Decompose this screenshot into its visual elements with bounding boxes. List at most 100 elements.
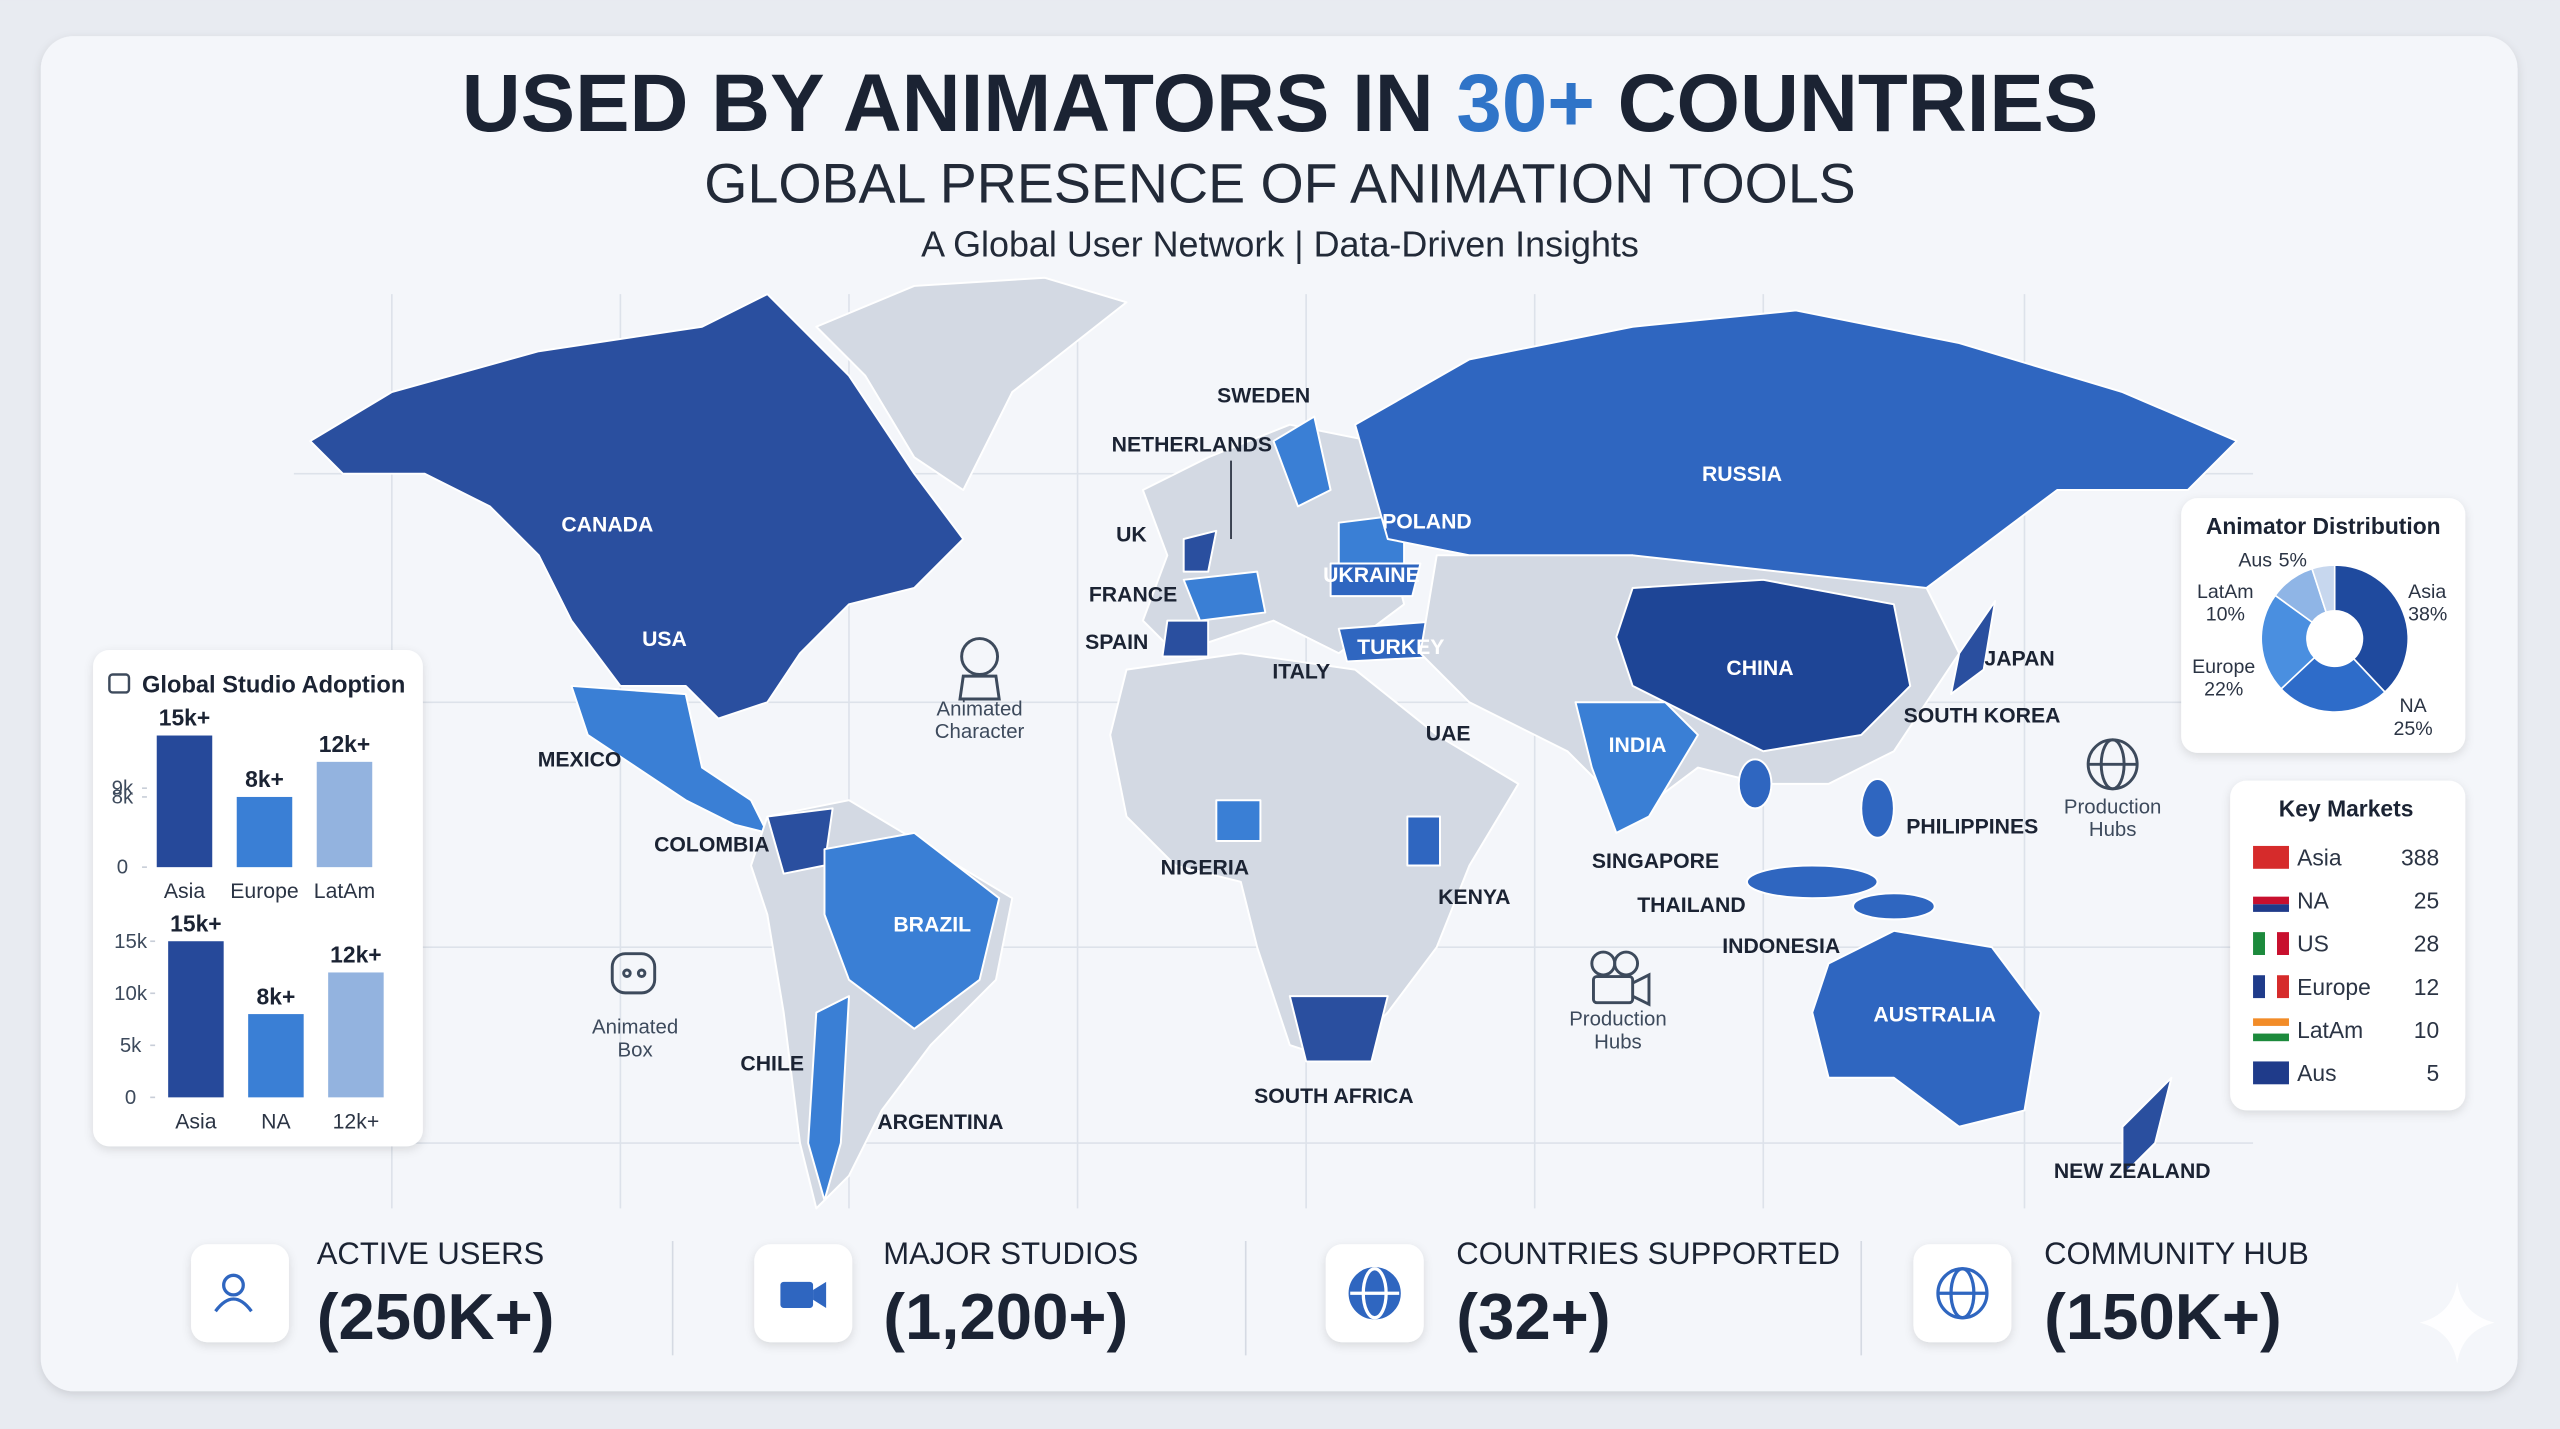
flag [2253, 889, 2289, 897]
stat-value: (150K+) [2044, 1280, 2282, 1353]
icon-label: Hubs [2089, 819, 2137, 841]
market-name: LatAm [2297, 1017, 2363, 1043]
map-label: COLOMBIA [654, 834, 770, 857]
flag [2253, 904, 2289, 912]
map-label: INDIA [1609, 734, 1667, 757]
market-value: 28 [2414, 931, 2439, 957]
map-label: ITALY [1272, 660, 1330, 683]
map-label: UKRAINE [1323, 564, 1420, 587]
map-label: ARGENTINA [877, 1111, 1003, 1134]
slice-label: NA 25% [2393, 695, 2432, 740]
map-label: POLAND [1382, 510, 1472, 533]
flag [2253, 1061, 2289, 1085]
map-label: NETHERLANDS [1112, 434, 1272, 457]
stat-value: (32+) [1456, 1280, 1610, 1353]
slice-value: 22% [2204, 679, 2243, 701]
flag [2253, 932, 2266, 955]
slice-value: 5% [2279, 550, 2307, 572]
icon-label: Animated [592, 1017, 678, 1039]
slice-label: Aus 5% [2238, 550, 2307, 572]
market-name: NA [2297, 888, 2329, 914]
stat-icon [813, 1281, 827, 1308]
x-tick-label: Asia [175, 1110, 216, 1133]
stat-icon [214, 1297, 253, 1313]
market-value: 388 [2401, 845, 2439, 871]
market-name: US [2297, 931, 2329, 957]
map-label: SINGAPORE [1592, 850, 1719, 873]
map-label: USA [642, 628, 687, 651]
map-labels: CANADA USA MEXICO COLOMBIA BRAZIL CHILE ARGENT… [538, 385, 2211, 1184]
panel [2181, 498, 2466, 753]
slice-label: Asia 38% [2408, 581, 2447, 626]
flag [2265, 932, 2278, 955]
title: USED BY ANIMATORS IN 30+ COUNTRIES [462, 58, 2099, 149]
y-tick-label: 0 [117, 857, 128, 879]
title-highlight: 30+ [1456, 58, 1594, 149]
map-label: CHILE [740, 1052, 804, 1075]
slice-name: NA [2399, 695, 2427, 717]
subtitle: GLOBAL PRESENCE OF ANIMATION TOOLS [704, 153, 1855, 215]
flag [2253, 1025, 2289, 1034]
pie-slice [2310, 564, 2336, 614]
flag [2253, 896, 2289, 905]
pie-slice [2279, 656, 2387, 713]
icon-label: Production [1569, 1009, 1666, 1031]
panel-icon [108, 673, 131, 694]
x-tick-label: NA [261, 1110, 291, 1133]
y-tick-label: 5k [120, 1035, 142, 1057]
map-label: NIGERIA [1161, 856, 1249, 879]
slice-name: Asia [2408, 581, 2446, 603]
stat-value: (250K+) [317, 1280, 555, 1353]
slice-name: LatAm [2197, 581, 2254, 603]
data-label: 12k+ [330, 942, 381, 968]
market-value: 12 [2414, 974, 2439, 1000]
y-tick-label: 9k [112, 778, 134, 800]
data-label: 12k+ [319, 731, 370, 757]
slice-value: 10% [2206, 604, 2245, 626]
y-tick-label: 0 [125, 1087, 136, 1109]
bar [248, 1014, 304, 1098]
x-tick-label: 12k+ [333, 1110, 380, 1133]
icon-label: Character [935, 721, 1025, 743]
icon-label: Box [618, 1040, 653, 1062]
map-label: SOUTH AFRICA [1254, 1085, 1414, 1108]
data-label: 8k+ [257, 983, 296, 1009]
slice-label: LatAm 10% [2197, 581, 2254, 626]
data-label: 8k+ [245, 766, 284, 792]
map-label: THAILAND [1637, 894, 1745, 917]
pie-slice [2333, 564, 2409, 694]
table-title: Key Markets [2279, 796, 2414, 822]
tagline: A Global User Network | Data-Driven Insi… [921, 224, 1639, 265]
map-label: JAPAN [1984, 647, 2054, 670]
market-name: Europe [2297, 974, 2371, 1000]
map-label: AUSTRALIA [1873, 1003, 1996, 1026]
icon-label: Animated [937, 698, 1023, 720]
map-label: CHINA [1726, 657, 1793, 680]
x-tick-label: Asia [164, 880, 205, 903]
title-part: COUNTRIES [1618, 58, 2099, 149]
bar [316, 761, 373, 868]
chart-title: Global Studio Adoption [142, 672, 405, 698]
world-map [309, 276, 2238, 1210]
market-name: Aus [2297, 1060, 2336, 1086]
title-part: USED BY ANIMATORS IN [462, 58, 1434, 149]
market-value: 5 [2426, 1060, 2439, 1086]
slice-value: 38% [2408, 604, 2447, 626]
y-tick-label: 8k [112, 786, 134, 808]
icon-label: Production [2064, 796, 2161, 818]
flag [2253, 845, 2289, 869]
slice-value: 25% [2393, 718, 2432, 740]
icon-labels: AnimatedCharacterAnimatedBoxProductionHu… [592, 698, 2161, 1061]
key-markets-table: Asia 388 NA 25 US 28 Europe 12 LatAm 10 Aus 5 [2253, 845, 2439, 1086]
map-icons [610, 637, 2139, 1007]
y-tick-label: 10k [114, 983, 148, 1005]
stat-label: COMMUNITY HUB [2044, 1236, 2309, 1271]
stat-icon [222, 1273, 245, 1297]
map-label: CANADA [561, 514, 653, 537]
map-label: RUSSIA [1702, 463, 1782, 486]
data-label: 15k+ [170, 910, 221, 936]
x-tick-label: LatAm [314, 880, 375, 903]
map-label: UAE [1426, 723, 1471, 746]
stat-icon [1361, 1267, 1388, 1320]
